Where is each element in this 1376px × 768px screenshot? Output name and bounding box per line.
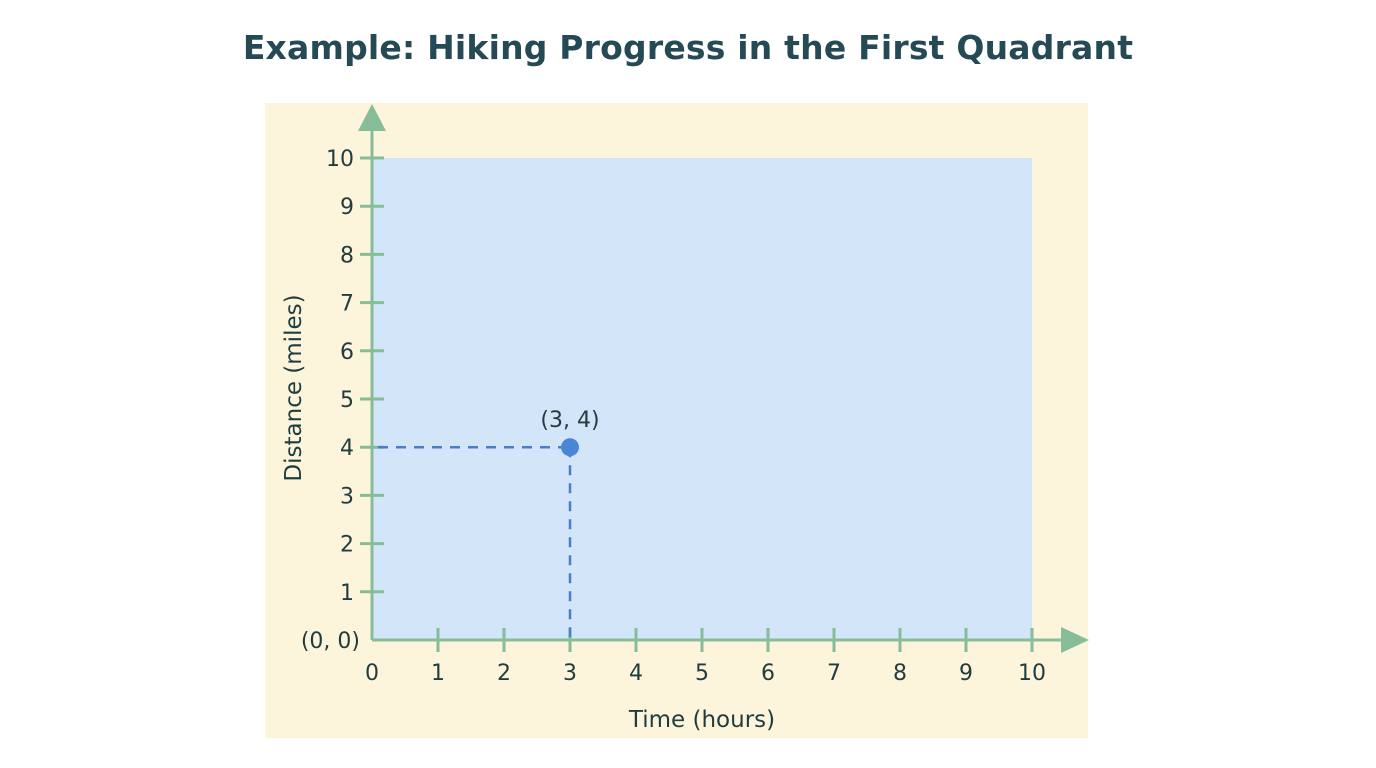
y-tick-label: 2: [340, 533, 354, 558]
x-tick-label: 4: [629, 661, 643, 686]
y-tick-label: 1: [340, 581, 354, 606]
x-tick-label: 9: [959, 661, 973, 686]
y-axis-label: Distance (miles): [281, 294, 307, 481]
x-tick-label: 3: [563, 661, 577, 686]
x-tick-label: 8: [893, 661, 907, 686]
x-tick-label: 10: [1018, 661, 1046, 686]
y-tick-label: 7: [340, 292, 354, 317]
x-axis-arrow-icon: [1061, 627, 1089, 653]
y-tick-label: 6: [340, 340, 354, 365]
y-axis-arrow-icon: [358, 104, 386, 131]
y-tick-label: 3: [340, 484, 354, 509]
y-tick-label: 5: [340, 388, 354, 413]
x-tick-label: 7: [827, 661, 841, 686]
x-tick-label: 5: [695, 661, 709, 686]
data-point-label: (3, 4): [540, 408, 599, 433]
x-tick-label: 1: [431, 661, 445, 686]
y-tick-label: 4: [340, 436, 354, 461]
x-axis-label: Time (hours): [628, 707, 775, 733]
x-tick-label: 0: [365, 661, 379, 686]
first-quadrant-area: [372, 158, 1032, 640]
y-tick-label: 9: [340, 195, 354, 220]
chart-title: Example: Hiking Progress in the First Qu…: [242, 28, 1134, 67]
x-tick-label: 2: [497, 661, 511, 686]
x-tick-label: 6: [761, 661, 775, 686]
y-tick-label: 8: [340, 243, 354, 268]
y-tick-label: 10: [326, 147, 354, 172]
origin-label: (0, 0): [301, 629, 360, 654]
data-point: [561, 438, 579, 457]
